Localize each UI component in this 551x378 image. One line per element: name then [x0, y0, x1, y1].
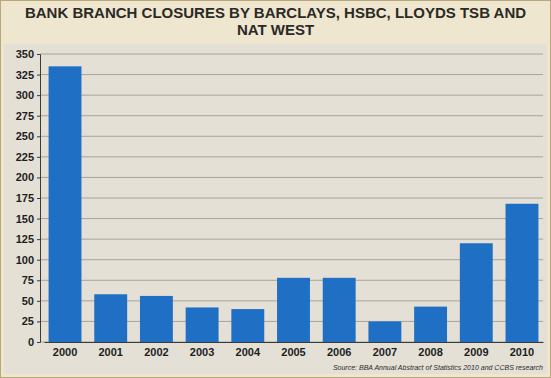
y-tick: 275: [16, 110, 40, 122]
y-tick-label: 75: [22, 274, 34, 286]
y-tick: 350: [16, 48, 40, 60]
y-tick-label: 50: [22, 295, 34, 307]
y-tick-label: 325: [16, 69, 34, 81]
y-tick-mark: [37, 95, 40, 96]
x-tick: 2005: [281, 342, 305, 358]
y-tick: 200: [16, 171, 40, 183]
y-tick: 325: [16, 69, 40, 81]
x-tick-label: 2005: [281, 346, 305, 358]
bar: [323, 278, 356, 342]
x-tick: 2001: [98, 342, 122, 358]
grid-line: [40, 74, 543, 75]
x-tick: 2000: [53, 342, 77, 358]
y-tick: 50: [22, 295, 40, 307]
x-tick-label: 2007: [373, 346, 397, 358]
chart: BANK BRANCH CLOSURES BY BARCLAYS, HSBC, …: [0, 0, 551, 378]
x-tick: 2008: [418, 342, 442, 358]
y-tick-mark: [37, 198, 40, 199]
y-tick: 175: [16, 192, 40, 204]
y-tick: 125: [16, 233, 40, 245]
y-tick-mark: [37, 116, 40, 117]
grid-line: [40, 136, 543, 137]
bar: [49, 66, 82, 342]
y-tick-label: 350: [16, 48, 34, 60]
y-tick: 25: [22, 315, 40, 327]
x-tick-label: 2001: [98, 346, 122, 358]
grid-line: [40, 115, 543, 116]
x-tick-label: 2002: [144, 346, 168, 358]
title: BANK BRANCH CLOSURES BY BARCLAYS, HSBC, …: [25, 4, 526, 38]
bars: [49, 66, 539, 342]
grid: [40, 54, 543, 342]
x-tick-label: 2003: [190, 346, 214, 358]
grid-line: [40, 218, 543, 219]
source: Source: BBA Annual Abstract of Statistic…: [333, 364, 543, 371]
x-axis-line: [45, 342, 544, 343]
x-tick: 2004: [236, 342, 261, 358]
y-tick: 250: [16, 130, 40, 142]
y-tick-mark: [37, 321, 40, 322]
bar: [277, 278, 310, 342]
y-tick-label: 100: [16, 254, 34, 266]
x-tick: 2009: [464, 342, 488, 358]
bar: [231, 309, 264, 342]
y-tick-mark: [37, 260, 40, 261]
y-tick-label: 150: [16, 213, 34, 225]
grid-line: [40, 156, 543, 157]
x-tick-label: 2009: [464, 346, 488, 358]
bar: [414, 307, 447, 342]
bar: [186, 307, 219, 342]
y-tick-label: 300: [16, 89, 34, 101]
bar: [94, 294, 127, 342]
y-tick-mark: [37, 75, 40, 76]
y-tick-label: 125: [16, 233, 34, 245]
bar: [460, 243, 493, 342]
y-tick-label: 200: [16, 171, 34, 183]
x-tick-label: 2008: [418, 346, 442, 358]
y-tick-mark: [37, 301, 40, 302]
y-tick: 0: [28, 336, 40, 348]
y-tick-mark: [37, 342, 40, 343]
x-tick-label: 2004: [236, 346, 261, 358]
y-axis-line: [37, 55, 41, 343]
x-tick-label: 2000: [53, 346, 77, 358]
x-tick: 2010: [510, 342, 534, 358]
y-tick-label: 250: [16, 130, 34, 142]
y-tick-label: 25: [22, 315, 34, 327]
y-tick: 225: [16, 151, 40, 163]
grid-line: [40, 177, 543, 178]
x-tick: 2003: [190, 342, 214, 358]
y-axis: 0 25 50 75 100 125 150 175 200 225 250 275 300 325 350: [16, 48, 41, 348]
bar: [368, 321, 401, 342]
x-tick-label: 2006: [327, 346, 351, 358]
y-tick-label: 175: [16, 192, 34, 204]
grid-line: [40, 54, 543, 55]
x-axis: 2000 2001 2002 2003 2004 2005 2006 2007 2008 2009…: [45, 342, 544, 358]
y-tick-label: 0: [28, 336, 34, 348]
y-tick: 150: [16, 213, 40, 225]
bar: [140, 296, 173, 342]
y-tick-mark: [37, 219, 40, 220]
y-tick-mark: [37, 239, 40, 240]
y-tick-mark: [37, 177, 40, 178]
x-tick: 2002: [144, 342, 168, 358]
background: [0, 0, 551, 378]
x-tick: 2007: [373, 342, 397, 358]
grid-line: [40, 95, 543, 96]
grid-line: [40, 198, 543, 199]
x-tick: 2006: [327, 342, 351, 358]
y-tick: 100: [16, 254, 40, 266]
y-tick-mark: [37, 54, 40, 55]
y-tick-mark: [37, 280, 40, 281]
grid-line: [40, 239, 543, 240]
y-tick-mark: [37, 157, 40, 158]
bar: [506, 204, 539, 342]
y-tick-label: 275: [16, 110, 34, 122]
y-tick: 300: [16, 89, 40, 101]
x-tick-label: 2010: [510, 346, 534, 358]
plot-background: [4, 44, 547, 374]
y-tick: 75: [22, 274, 40, 286]
y-tick-label: 225: [16, 151, 34, 163]
y-tick-mark: [37, 136, 40, 137]
